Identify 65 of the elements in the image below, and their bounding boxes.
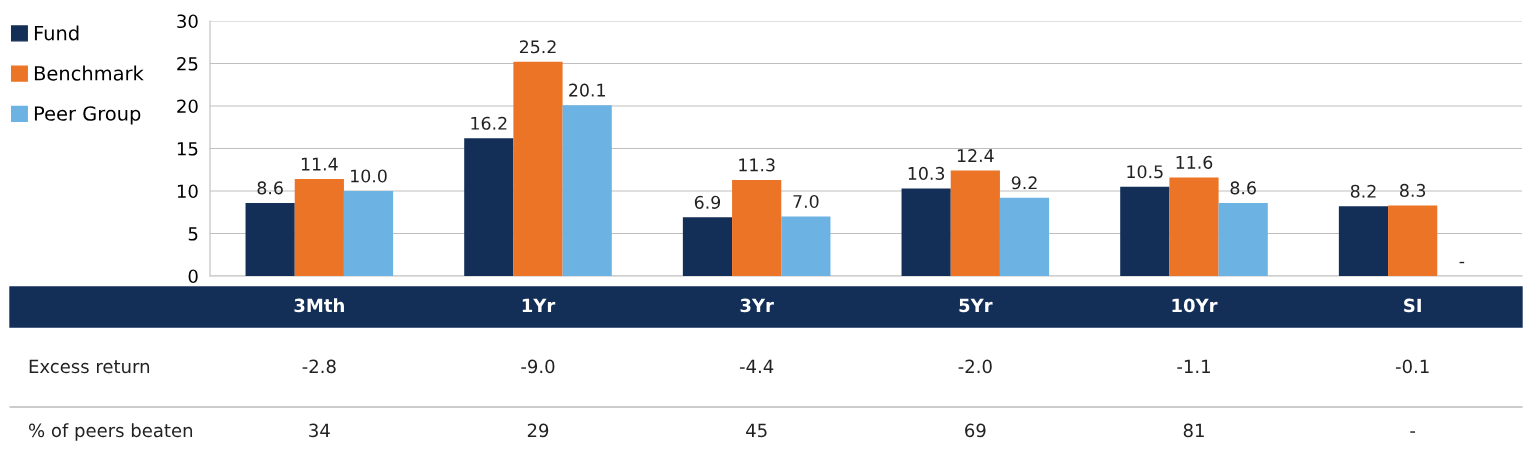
data-label: 10.5: [1127, 165, 1163, 179]
data-label: 11.6: [1176, 155, 1213, 169]
data-label: 25.2: [519, 40, 556, 54]
bar: [343, 191, 394, 276]
x-tick-label: 3Yr: [740, 298, 774, 313]
data-label: 10.3: [908, 166, 945, 180]
x-tick-label: SI: [1404, 298, 1421, 313]
bar: [682, 217, 733, 276]
x-tick-label: 5Yr: [959, 298, 993, 313]
data-label: 20.1: [569, 83, 605, 97]
y-tick-label: 15: [177, 142, 198, 156]
bar: [1169, 177, 1219, 276]
text: -1.1: [1177, 359, 1210, 373]
bar: [1120, 186, 1170, 276]
y-tick-label: 10: [177, 184, 198, 199]
bar: [732, 179, 782, 276]
bar: [464, 138, 514, 276]
data-label: 8.6: [1230, 181, 1256, 195]
data-label: 9.2: [1011, 176, 1037, 190]
bar: [901, 188, 951, 276]
text: 45: [746, 423, 767, 438]
data-label: 11.4: [301, 157, 338, 171]
text: -0.1: [1395, 359, 1429, 374]
category-label: Excess return: [29, 359, 150, 374]
x-tick-label: 1Yr: [522, 298, 556, 312]
y-tick-label: 25: [177, 56, 198, 71]
bar: [245, 202, 295, 276]
text: 81: [1183, 423, 1204, 438]
bar: [999, 197, 1050, 276]
data-label: 12.4: [957, 149, 994, 162]
y-tick-label: 30: [177, 14, 198, 29]
bar: [294, 179, 344, 276]
bar: [513, 61, 563, 276]
text: 29: [527, 423, 549, 438]
bar: [950, 170, 1000, 276]
bar: [562, 105, 612, 276]
category-label: % of peers beaten: [29, 423, 193, 441]
text: -4.4: [739, 359, 774, 373]
x-tick-label: 3Mth: [294, 298, 344, 313]
data-label: 7.0: [793, 194, 819, 209]
text: 34: [309, 423, 330, 438]
text: -: [1459, 261, 1465, 264]
x-tick-label: 10Yr: [1172, 298, 1218, 313]
y-tick-label: 20: [177, 99, 198, 114]
data-label: 8.6: [257, 181, 283, 195]
data-label: 8.2: [1350, 184, 1376, 198]
y-tick-label: 5: [188, 227, 198, 241]
legend-label: Fund: [34, 25, 79, 41]
text: -2.0: [958, 359, 992, 374]
data-label: 6.9: [694, 195, 721, 209]
data-label: 16.2: [471, 116, 507, 130]
text: -2.8: [302, 359, 336, 374]
text: -: [1410, 431, 1416, 433]
bar: [1388, 205, 1438, 276]
legend-label: Benchmark: [34, 65, 144, 81]
legend-label: Peer Group: [34, 106, 141, 125]
data-label: 11.3: [739, 158, 775, 172]
bar: [781, 216, 831, 276]
y-tick-label: 0: [188, 269, 198, 284]
data-label: 8.3: [1400, 183, 1426, 197]
text: 69: [965, 423, 986, 438]
bar: [1338, 206, 1389, 276]
data-label: 10.0: [351, 169, 387, 183]
text: -9.0: [521, 359, 555, 374]
bar: [1218, 202, 1268, 276]
